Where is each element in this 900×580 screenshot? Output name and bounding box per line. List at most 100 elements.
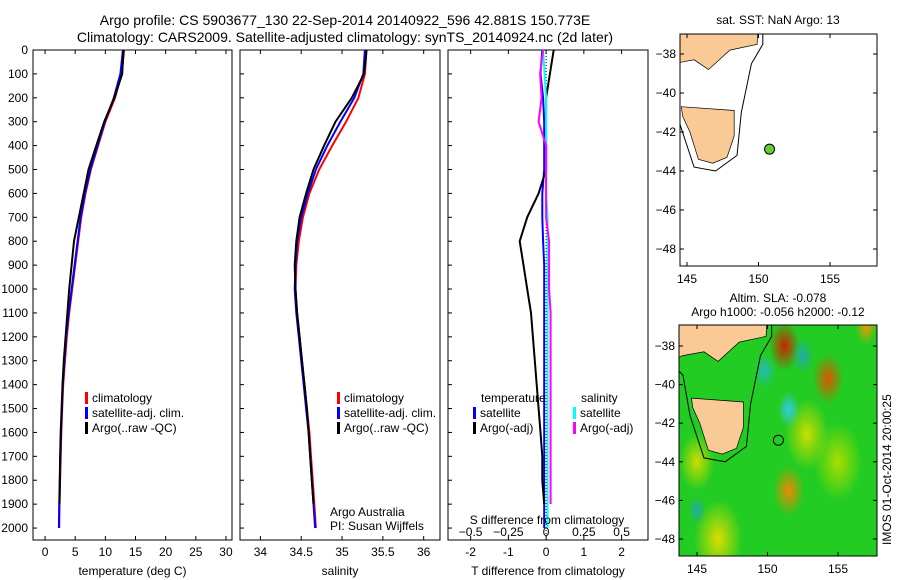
- map-content: [679, 325, 877, 556]
- legend-swatch: [573, 407, 576, 419]
- y-tick-label: 600: [8, 186, 28, 200]
- lon-tick-label: 145: [687, 562, 707, 576]
- x-axis-label: salinity: [322, 564, 359, 578]
- lat-tick-label: −48: [655, 532, 676, 546]
- y-tick-label: 300: [8, 115, 28, 129]
- y-tick-label: 100: [8, 67, 28, 81]
- imos-credit: IMOS 01-Oct-2014 20:00:25: [880, 394, 894, 545]
- y-tick-label: 2000: [1, 521, 28, 535]
- map-content: [680, 34, 877, 266]
- s-tick-label: −0.25: [493, 525, 524, 539]
- profile-location-marker: [764, 143, 776, 155]
- sla-map-title-1: Altim. SLA: -0.078: [730, 291, 827, 305]
- sla-anomaly: [679, 433, 715, 491]
- x-tick-label: -2: [465, 545, 476, 559]
- lat-tick-label: −40: [656, 86, 677, 100]
- plot-frame: [32, 49, 233, 541]
- y-tick-label: 1400: [1, 378, 28, 392]
- y-tick-label: 1600: [1, 425, 28, 439]
- legend-swatch: [85, 392, 88, 404]
- y-tick-label: 1300: [1, 354, 28, 368]
- s-tick-label: 0: [543, 525, 550, 539]
- x-tick-label: 25: [189, 545, 203, 559]
- shelf-contour: [680, 34, 764, 172]
- lat-tick-label: −46: [656, 203, 677, 217]
- x-tick-label: -1: [503, 545, 514, 559]
- x-tick-label: 35.5: [371, 545, 395, 559]
- lat-tick-label: −48: [656, 242, 677, 256]
- x-tick-label: 0: [543, 545, 550, 559]
- s-tick-label: 0.25: [572, 525, 596, 539]
- y-tick-label: 1500: [1, 402, 28, 416]
- x-tick-label: 30: [219, 545, 233, 559]
- sla-anomaly: [791, 337, 814, 374]
- y-tick-label: 1100: [2, 306, 28, 320]
- legend-swatch: [85, 422, 88, 434]
- y-tick-label: 1000: [1, 282, 28, 296]
- series-argo---raw--qc-: [293, 49, 368, 505]
- x-axis-label: temperature (deg C): [78, 564, 186, 578]
- mainland-australia: [680, 34, 758, 71]
- lat-tick-label: −40: [655, 378, 676, 392]
- x-tick-label: 15: [129, 545, 143, 559]
- sla-anomaly: [813, 422, 863, 502]
- y-tick-label: 1200: [1, 330, 28, 344]
- y-tick-label: 400: [8, 139, 28, 153]
- series-satellite: [542, 49, 549, 528]
- x-tick-label: 2: [618, 545, 625, 559]
- y-tick-label: 700: [8, 210, 28, 224]
- y-tick-label: 1800: [1, 473, 28, 487]
- legend-label: satellite-adj. clim.: [344, 406, 436, 420]
- lat-tick-label: −44: [656, 164, 677, 178]
- s-diff-label: S difference from climatology: [470, 513, 625, 527]
- title-line1: Argo profile: CS 5903677_130 22-Sep-2014…: [100, 12, 590, 28]
- legend-swatch: [473, 422, 476, 434]
- lon-tick-label: 155: [820, 272, 840, 286]
- y-tick-label: 1700: [1, 449, 28, 463]
- lat-tick-label: −44: [655, 455, 676, 469]
- lon-tick-label: 155: [828, 562, 848, 576]
- map-frame: [678, 324, 878, 557]
- legend-label: Argo(-adj): [480, 421, 533, 435]
- lat-tick-label: −46: [655, 493, 676, 507]
- shelf-contour: [679, 325, 773, 463]
- x-axis-label: T difference from climatology: [471, 564, 625, 578]
- x-tick-label: 34: [254, 545, 268, 559]
- annotation-argo-australia: Argo Australia: [330, 505, 405, 519]
- panel-temperature: 0 5 10 15 20 25 30 temperature (deg C) 0 100 200 30…: [1, 43, 233, 578]
- mainland-australia: [679, 325, 768, 362]
- legend-header: salinity: [581, 391, 618, 405]
- legend-label: satellite: [580, 406, 621, 420]
- legend-swatch: [337, 422, 340, 434]
- sla-anomaly: [777, 391, 800, 428]
- profile-location-marker: [772, 434, 784, 446]
- legend-label: Argo(-adj): [580, 421, 633, 435]
- legend-swatch: [337, 407, 340, 419]
- x-tick-label: 35: [335, 545, 349, 559]
- lat-tick-label: −42: [655, 416, 676, 430]
- sla-anomaly: [688, 495, 706, 525]
- tasmania: [680, 106, 735, 164]
- sst-map-title: sat. SST: NaN Argo: 13: [716, 13, 840, 27]
- s-tick-label: 0.5: [613, 525, 630, 539]
- lat-tick-label: −38: [656, 47, 677, 61]
- sla-anomaly: [773, 465, 805, 516]
- y-tick-label: 1900: [1, 497, 28, 511]
- legend-swatch: [337, 392, 340, 404]
- sst-map: 145 150 155 −38 −40 −42 −44 −46 −48: [656, 33, 878, 286]
- legend-swatch: [573, 422, 576, 434]
- title-line2: Climatology: CARS2009. Satellite-adjuste…: [77, 29, 613, 45]
- lat-tick-label: −38: [655, 339, 676, 353]
- annotation-pi: PI: Susan Wijffels: [330, 519, 424, 533]
- panel-salinity: 34 34.5 35 35.5 36 salinity climatologysatelli…: [239, 49, 441, 578]
- lat-tick-label: −42: [656, 125, 677, 139]
- legend-label: climatology: [344, 391, 404, 405]
- x-tick-label: 10: [99, 545, 113, 559]
- lon-tick-label: 150: [757, 562, 777, 576]
- legend-label: Argo(..raw -QC): [92, 421, 177, 435]
- y-tick-label: 900: [8, 258, 28, 272]
- lon-tick-label: 150: [748, 272, 768, 286]
- y-tick-label: 500: [8, 163, 28, 177]
